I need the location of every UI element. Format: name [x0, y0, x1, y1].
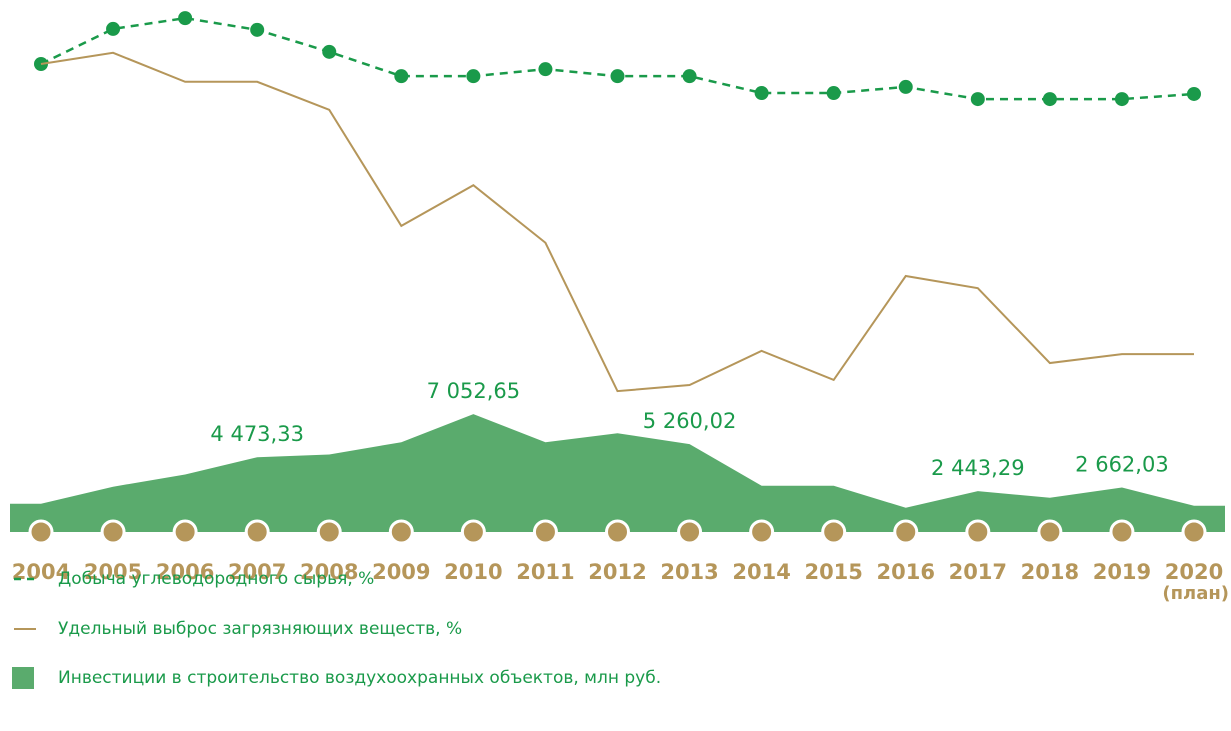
year-marker [532, 519, 558, 545]
series-marker [178, 11, 193, 26]
year-marker [28, 519, 54, 545]
series-marker [34, 57, 48, 71]
year-marker [388, 519, 414, 545]
x-tick-label: 2012 [588, 560, 646, 584]
series-marker [754, 86, 769, 101]
x-tick-label: 2015 [804, 560, 862, 584]
legend-label: Инвестиции в строительство воздухоохранн… [58, 668, 661, 688]
year-marker [605, 519, 630, 545]
data-label: 4 473,33 [210, 422, 304, 446]
series-marker [394, 69, 409, 84]
x-tick-label: 2005 [84, 560, 142, 584]
investment-area [10, 414, 1225, 532]
x-tick-label: 2007 [228, 560, 286, 584]
year-marker [821, 519, 847, 545]
year-marker [316, 519, 342, 545]
x-tick-label: 2010 [444, 560, 502, 584]
x-tick-label: 2008 [300, 560, 358, 584]
x-tick-label: 2018 [1021, 560, 1079, 584]
year-marker [1181, 519, 1207, 545]
series-marker [610, 69, 625, 84]
legend-swatch [12, 667, 34, 689]
year-marker [749, 519, 775, 545]
x-tick-label: 2017 [949, 560, 1007, 584]
series-marker [898, 79, 913, 94]
x-tick-label: 2006 [156, 560, 214, 584]
series-marker [1114, 92, 1129, 107]
year-marker [1109, 519, 1135, 545]
series-marker [1187, 86, 1201, 101]
series-line [40, 16, 1195, 101]
year-marker [244, 519, 270, 545]
data-label: 5 260,02 [643, 409, 737, 433]
year-marker [172, 519, 198, 545]
year-marker [1037, 519, 1063, 545]
year-marker [460, 519, 486, 545]
series-marker [538, 62, 553, 77]
series-marker [250, 22, 265, 37]
x-tick-label: 2013 [660, 560, 718, 584]
series-marker [682, 69, 697, 84]
x-tick-label: 2014 [732, 560, 790, 584]
x-tick-label: 2016 [877, 560, 935, 584]
legend-label: Добыча углеводородного сырья, % [58, 569, 374, 589]
data-label: 7 052,65 [427, 379, 521, 403]
series-marker [826, 86, 841, 101]
series-marker [970, 92, 985, 107]
series-marker [1042, 92, 1057, 107]
data-label: 2 443,29 [931, 456, 1025, 480]
series-marker [322, 44, 337, 59]
year-marker [893, 519, 919, 545]
series-marker [466, 69, 481, 84]
x-tick-label: 2004 [12, 560, 70, 584]
year-marker [965, 519, 991, 545]
year-marker [677, 519, 703, 545]
x-tick-label: 2009 [372, 560, 430, 584]
x-tick-note: (план) [1162, 583, 1229, 604]
series-line [40, 51, 1194, 393]
legend-label: Удельный выброс загрязняющих веществ, % [58, 619, 462, 639]
data-label: 2 662,03 [1075, 453, 1169, 477]
x-tick-label: 2011 [516, 560, 574, 584]
series-marker [106, 21, 121, 36]
x-tick-label: 2019 [1093, 560, 1151, 584]
year-marker [100, 519, 126, 545]
x-tick-label: 2020 [1165, 560, 1223, 584]
